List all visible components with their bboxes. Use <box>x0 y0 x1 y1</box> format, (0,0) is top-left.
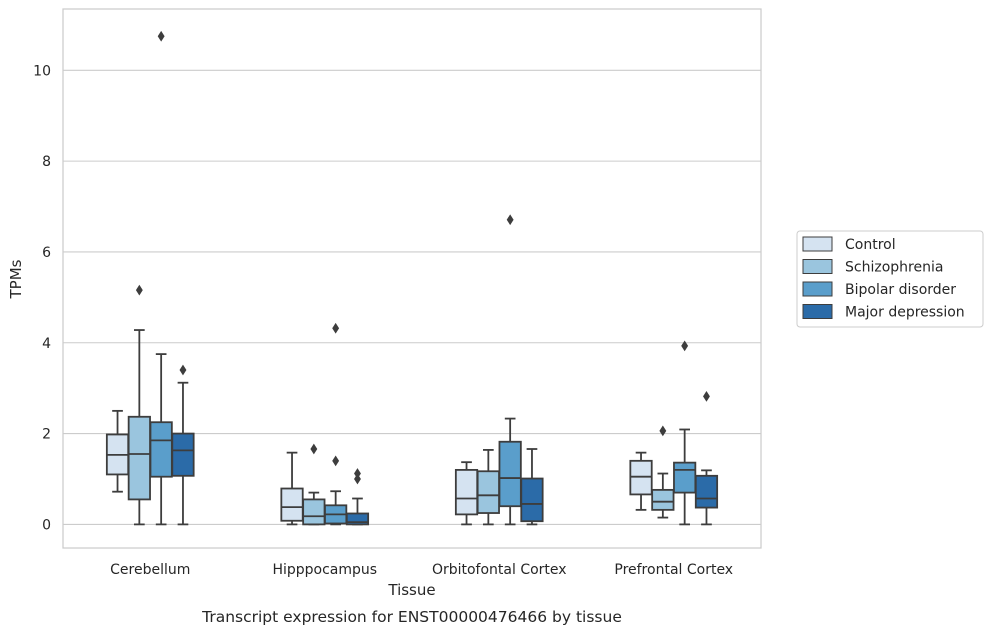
legend-label: Major depression <box>845 305 965 321</box>
outlier-point <box>703 390 710 402</box>
legend-label: Schizophrenia <box>845 260 943 276</box>
y-tick-label: 4 <box>42 336 51 352</box>
box-iqr <box>629 459 653 496</box>
box-iqr <box>149 421 173 478</box>
y-tick-label: 10 <box>33 63 51 79</box>
box-iqr <box>302 498 326 526</box>
box-3-1 <box>651 425 675 519</box>
box-2-0 <box>454 461 479 526</box>
legend-frame <box>796 230 984 328</box>
outlier-point <box>332 455 340 467</box>
box-iqr <box>476 470 500 514</box>
y-tick-label: 6 <box>42 245 51 261</box>
legend-swatch <box>802 259 833 274</box>
outlier-point <box>681 340 689 352</box>
outlier-point <box>354 468 361 479</box>
box-2-2 <box>498 214 522 526</box>
legend-swatch <box>802 304 833 319</box>
box-iqr <box>345 512 370 526</box>
x-tick-labels: Cerebellum Hipppocampus Orbitofontal Corte… <box>110 562 733 578</box>
box-iqr <box>694 474 719 509</box>
x-tick-label: Cerebellum <box>110 562 190 578</box>
box-1-1 <box>302 443 326 526</box>
box-3-2 <box>673 340 697 526</box>
legend-swatch <box>802 236 833 252</box>
legend-swatch <box>802 281 833 297</box>
box-iqr <box>127 415 151 501</box>
x-tick-label: Hipppocampus <box>272 562 377 578</box>
box-iqr <box>454 468 479 516</box>
outlier-point <box>659 425 667 437</box>
box-2-3 <box>520 448 544 526</box>
x-axis-label: Tissue <box>387 581 435 599</box>
y-tick-label: 2 <box>42 427 51 443</box>
outlier-point <box>157 30 165 42</box>
outlier-point <box>135 284 143 296</box>
y-tick-label: 0 <box>42 517 51 533</box>
y-axis-label: TPMs <box>7 259 25 299</box>
plot-frame <box>62 8 762 549</box>
box-iqr <box>171 432 195 477</box>
box-iqr <box>673 461 697 494</box>
outlier-point <box>179 364 187 376</box>
box-3-3 <box>694 390 719 526</box>
y-tick-labels: 0 2 4 6 8 10 <box>33 63 51 533</box>
box-0-0 <box>105 409 130 493</box>
legend-label: Bipolar disorder <box>845 282 956 298</box>
x-tick-label: Prefrontal Cortex <box>614 562 733 578</box>
box-iqr <box>280 487 304 522</box>
legend: Control Schizophrenia Bipolar disorder Majo… <box>796 230 984 328</box>
y-tick-label: 8 <box>42 154 51 170</box>
legend-label: Control <box>845 237 896 253</box>
box-1-2 <box>324 322 348 526</box>
box-0-3 <box>171 364 195 526</box>
box-series <box>105 30 719 526</box>
outlier-point <box>506 214 514 226</box>
box-iqr <box>498 440 522 508</box>
x-tick-label: Orbitofontal Cortex <box>432 562 567 578</box>
outlier-point <box>310 443 318 455</box>
outlier-point <box>354 473 361 485</box>
box-0-1 <box>127 284 151 526</box>
outlier-point <box>332 322 340 334</box>
chart-caption: Transcript expression for ENST0000047646… <box>201 608 622 626</box>
box-iqr <box>651 488 675 511</box>
box-3-0 <box>629 451 653 511</box>
box-iqr <box>520 477 544 523</box>
box-1-3 <box>345 468 370 526</box>
